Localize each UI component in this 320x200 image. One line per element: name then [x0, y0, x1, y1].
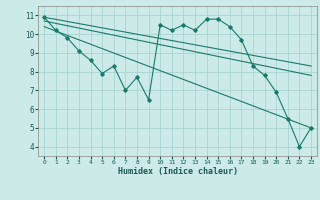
X-axis label: Humidex (Indice chaleur): Humidex (Indice chaleur) [118, 167, 238, 176]
